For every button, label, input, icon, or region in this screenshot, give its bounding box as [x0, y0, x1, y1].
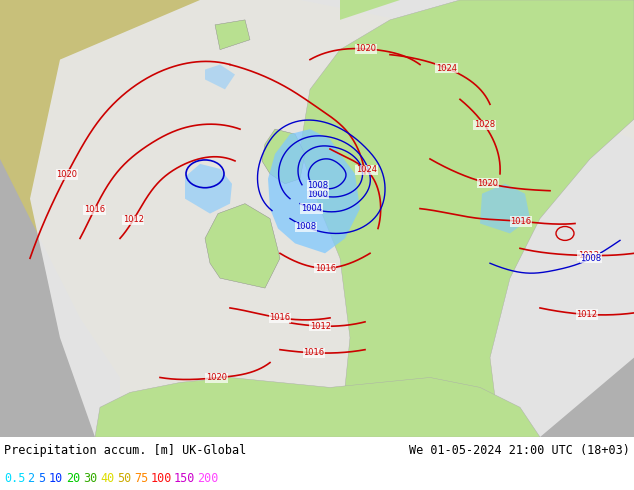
- Polygon shape: [0, 159, 120, 437]
- Text: 1024: 1024: [436, 64, 457, 73]
- Polygon shape: [490, 119, 634, 437]
- Text: 1020: 1020: [56, 170, 77, 179]
- Text: 150: 150: [174, 472, 195, 485]
- Text: 1000: 1000: [307, 190, 328, 199]
- Text: 1016: 1016: [510, 217, 531, 226]
- Text: 75: 75: [134, 472, 148, 485]
- Text: 1016: 1016: [84, 205, 105, 214]
- Text: 1004: 1004: [301, 204, 322, 213]
- Text: 1012: 1012: [578, 251, 599, 260]
- Text: 1016: 1016: [314, 264, 336, 273]
- Polygon shape: [340, 0, 400, 20]
- Polygon shape: [95, 377, 540, 437]
- Text: 1020: 1020: [477, 179, 498, 188]
- Text: 10: 10: [49, 472, 63, 485]
- Polygon shape: [30, 0, 634, 437]
- Text: 0.5: 0.5: [4, 472, 25, 485]
- Text: 200: 200: [197, 472, 218, 485]
- Text: 1008: 1008: [307, 181, 328, 190]
- Text: 30: 30: [83, 472, 97, 485]
- Text: 1024: 1024: [356, 166, 377, 174]
- Text: 1012: 1012: [576, 310, 597, 319]
- Polygon shape: [205, 65, 235, 89]
- Text: 2: 2: [27, 472, 34, 485]
- Polygon shape: [480, 184, 530, 233]
- Text: 1012: 1012: [123, 216, 144, 224]
- Text: 1012: 1012: [309, 321, 331, 331]
- Text: 1016: 1016: [269, 313, 290, 322]
- Text: 1008: 1008: [580, 254, 602, 263]
- Text: 1028: 1028: [474, 121, 495, 129]
- Text: 40: 40: [100, 472, 114, 485]
- Text: 1020: 1020: [206, 373, 227, 382]
- Polygon shape: [268, 129, 360, 253]
- Polygon shape: [262, 129, 305, 184]
- Polygon shape: [205, 204, 280, 288]
- Text: 1020: 1020: [356, 45, 377, 53]
- Text: 1016: 1016: [304, 348, 325, 357]
- Polygon shape: [215, 20, 250, 49]
- Text: Precipitation accum. [m] UK-Global: Precipitation accum. [m] UK-Global: [4, 444, 246, 457]
- Text: We 01-05-2024 21:00 UTC (18+03): We 01-05-2024 21:00 UTC (18+03): [409, 444, 630, 457]
- Polygon shape: [160, 0, 634, 79]
- Text: 50: 50: [117, 472, 131, 485]
- Text: 100: 100: [151, 472, 172, 485]
- Text: 20: 20: [66, 472, 81, 485]
- Polygon shape: [300, 0, 634, 437]
- Text: 5: 5: [38, 472, 45, 485]
- Polygon shape: [185, 164, 232, 214]
- Text: 1008: 1008: [295, 222, 316, 231]
